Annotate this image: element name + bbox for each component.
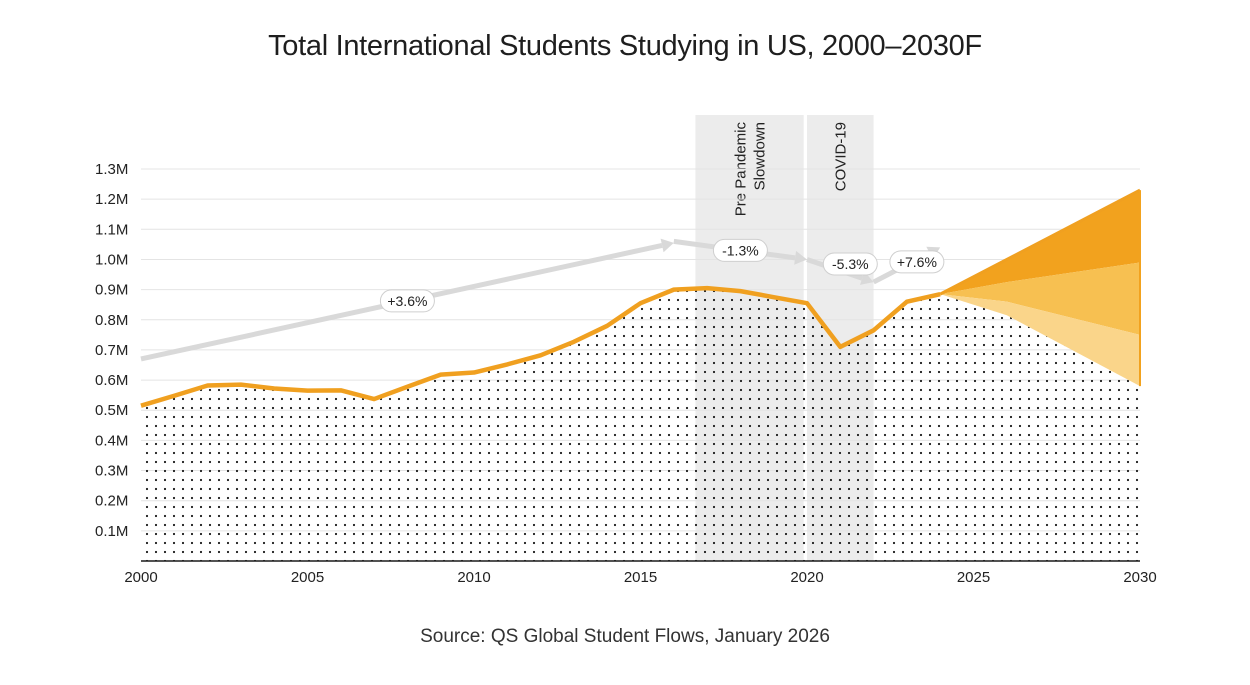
- y-tick-label: 0.9M: [95, 282, 128, 299]
- forecast-band-mid: [940, 262, 1140, 335]
- y-tick-label: 0.4M: [95, 432, 128, 449]
- y-tick-label: 0.5M: [95, 402, 128, 419]
- y-tick-label: 0.3M: [95, 463, 128, 480]
- trend-label: +3.6%: [387, 293, 427, 309]
- trend-arrowhead: [660, 238, 674, 253]
- y-tick-label: 0.8M: [95, 312, 128, 329]
- trend-label-pill: [889, 250, 945, 274]
- trend-label-pill: [712, 238, 768, 262]
- trend-label: -5.3%: [832, 256, 869, 272]
- x-tick-label: 2015: [624, 569, 657, 586]
- y-tick-label: 0.2M: [95, 493, 128, 510]
- trend-label-pill: [822, 252, 878, 276]
- forecast-band-low: [940, 294, 1140, 387]
- trend-label: +7.6%: [897, 254, 937, 270]
- x-tick-label: 2025: [957, 569, 990, 586]
- trend-label: -1.3%: [722, 242, 759, 258]
- y-tick-label: 1.1M: [95, 221, 128, 238]
- x-tick-label: 2000: [124, 569, 157, 586]
- y-tick-label: 1.2M: [95, 191, 128, 208]
- x-tick-label: 2020: [790, 569, 823, 586]
- chart-title: Total International Students Studying in…: [268, 30, 982, 62]
- x-tick-label: 2010: [457, 569, 490, 586]
- y-tick-label: 0.1M: [95, 523, 128, 540]
- history-line: [140, 285, 941, 408]
- chart-source: Source: QS Global Student Flows, January…: [420, 626, 830, 647]
- x-tick-label: 2005: [291, 569, 324, 586]
- x-tick-label: 2030: [1123, 569, 1156, 586]
- trend-label-pill: [379, 289, 435, 313]
- y-tick-label: 1.0M: [95, 251, 128, 268]
- y-tick-label: 1.3M: [95, 161, 128, 178]
- trend-arrowhead: [794, 250, 807, 265]
- history-dotted-area: [141, 288, 1140, 561]
- forecast-high-edge: [939, 188, 1141, 296]
- period-label: COVID-19: [832, 122, 849, 191]
- y-tick-label: 0.6M: [95, 372, 128, 389]
- y-tick-label: 0.7M: [95, 342, 128, 359]
